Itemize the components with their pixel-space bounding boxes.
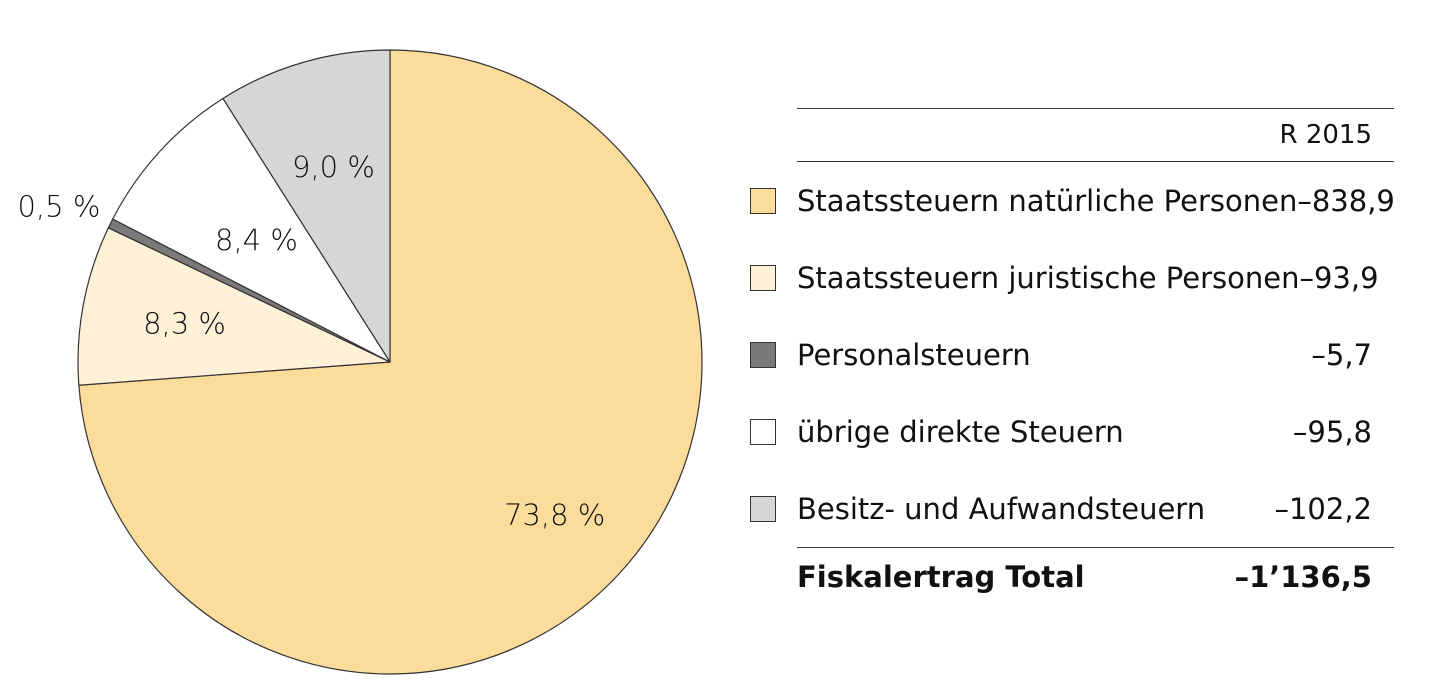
legend-value: –95,8 [1292, 414, 1372, 449]
legend-swatch [750, 341, 776, 368]
pie-chart: 73,8 % 8,3 % 0,5 % 8,4 % 9,0 % [17, 49, 703, 675]
legend-label: übrige direkte Steuern [797, 414, 1124, 449]
slice-percent-label: 8,4 % [215, 223, 298, 257]
legend-swatch [750, 418, 776, 445]
legend-row: Staatssteuern juristische Personen –93,9 [750, 239, 1394, 316]
pie-slice [77, 227, 391, 386]
slice-percent-label: 8,3 % [143, 307, 226, 341]
legend-swatch [750, 264, 776, 291]
legend-table: R 2015 Staatssteuern natürliche Personen… [750, 108, 1395, 606]
total-label: Fiskalertrag Total [797, 560, 1085, 594]
legend-swatch [750, 495, 776, 522]
table-total-rule [797, 547, 1394, 548]
legend-row: übrige direkte Steuern –95,8 [750, 393, 1394, 470]
legend-row: Personalsteuern –5,7 [750, 316, 1394, 393]
legend-row: Besitz- und Aufwandsteuern –102,2 [750, 470, 1394, 547]
total-value: –1’136,5 [1234, 560, 1372, 594]
legend-label: Personalsteuern [797, 337, 1031, 372]
legend-value: –102,2 [1274, 491, 1372, 526]
slice-percent-label: 73,8 % [504, 498, 605, 532]
table-top-rule [797, 108, 1394, 109]
legend-label: Staatssteuern natürliche Personen [797, 183, 1298, 218]
legend-value: –838,9 [1297, 183, 1395, 218]
pie-slice [112, 97, 391, 363]
slice-percent-label: 0,5 % [17, 190, 100, 224]
legend-swatch [750, 187, 776, 214]
legend-label: Besitz- und Aufwandsteuern [797, 491, 1206, 526]
table-header: R 2015 [797, 109, 1394, 161]
legend-value: –5,7 [1311, 337, 1372, 372]
legend-value: –93,9 [1299, 260, 1379, 295]
legend-row: Staatssteuern natürliche Personen –838,9 [750, 162, 1395, 239]
total-row: Fiskalertrag Total –1’136,5 [797, 548, 1394, 606]
pie-slice [222, 49, 391, 363]
column-header-year: R 2015 [1279, 120, 1373, 150]
legend-label: Staatssteuern juristische Personen [797, 260, 1300, 295]
slice-percent-label: 9,0 % [292, 150, 375, 184]
table-header-rule [797, 161, 1394, 162]
